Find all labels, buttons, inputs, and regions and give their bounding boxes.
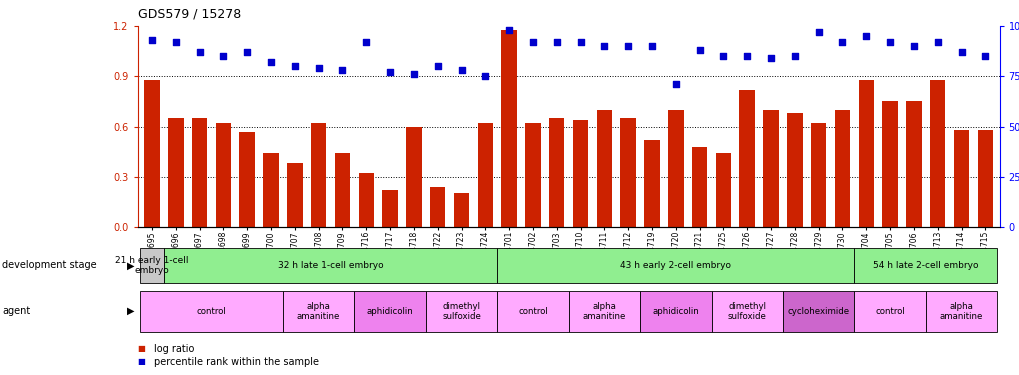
Bar	[311, 123, 326, 227]
Bar	[192, 118, 207, 227]
Text: dimethyl
sulfoxide: dimethyl sulfoxide	[441, 302, 481, 321]
Text: ▶: ▶	[127, 260, 135, 270]
Text: alpha
amanitine: alpha amanitine	[938, 302, 982, 321]
Point	[976, 53, 993, 59]
Bar	[596, 110, 611, 227]
Point	[881, 39, 898, 45]
Text: agent: agent	[2, 306, 31, 316]
Bar	[834, 110, 850, 227]
Point	[192, 50, 208, 55]
Point	[524, 39, 540, 45]
Point	[762, 56, 779, 62]
Bar	[787, 113, 802, 227]
Point	[810, 29, 826, 35]
Point	[643, 44, 659, 50]
Text: 54 h late 2-cell embryo: 54 h late 2-cell embryo	[872, 261, 977, 270]
Text: ■: ■	[138, 357, 146, 366]
Bar	[477, 123, 492, 227]
Bar	[286, 164, 303, 227]
Point	[928, 39, 945, 45]
Point	[238, 50, 255, 55]
Bar	[359, 173, 374, 227]
Point	[406, 71, 422, 77]
Point	[334, 68, 351, 74]
Bar	[239, 132, 255, 227]
Point	[691, 47, 707, 53]
Bar	[905, 102, 921, 227]
Point	[215, 53, 231, 59]
Point	[620, 44, 636, 50]
Point	[500, 27, 517, 33]
Point	[667, 81, 684, 87]
Text: log ratio: log ratio	[154, 344, 195, 354]
Text: 43 h early 2-cell embryo: 43 h early 2-cell embryo	[620, 261, 731, 270]
Text: control: control	[197, 307, 226, 316]
Text: cycloheximide: cycloheximide	[787, 307, 849, 316]
Point	[857, 33, 873, 39]
Bar	[430, 187, 445, 227]
Text: ▶: ▶	[127, 306, 135, 316]
Bar	[406, 127, 421, 227]
Bar	[620, 118, 635, 227]
Bar	[881, 102, 897, 227]
Point	[144, 37, 160, 43]
Bar	[263, 153, 278, 227]
Bar	[739, 90, 754, 227]
Point	[834, 39, 850, 45]
Bar	[215, 123, 231, 227]
Bar	[715, 153, 731, 227]
Point	[953, 50, 969, 55]
Bar	[953, 130, 968, 227]
Text: dimethyl
sulfoxide: dimethyl sulfoxide	[728, 302, 766, 321]
Bar	[525, 123, 540, 227]
Point	[739, 53, 755, 59]
Bar	[168, 118, 183, 227]
Bar	[762, 110, 777, 227]
Point	[714, 53, 731, 59]
Bar	[976, 130, 993, 227]
Bar	[691, 147, 706, 227]
Text: alpha
amanitine: alpha amanitine	[582, 302, 626, 321]
Bar	[144, 80, 160, 227]
Bar	[810, 123, 825, 227]
Point	[905, 44, 921, 50]
Point	[452, 68, 469, 74]
Bar	[644, 140, 659, 227]
Point	[358, 39, 374, 45]
Bar	[573, 120, 588, 227]
Bar	[382, 190, 397, 227]
Text: GDS579 / 15278: GDS579 / 15278	[138, 8, 240, 21]
Bar	[501, 30, 517, 227]
Bar	[548, 118, 564, 227]
Point	[572, 39, 588, 45]
Point	[477, 74, 493, 80]
Point	[263, 59, 279, 65]
Point	[167, 39, 183, 45]
Text: aphidicolin: aphidicolin	[652, 307, 698, 316]
Point	[786, 53, 802, 59]
Bar	[667, 110, 683, 227]
Text: development stage: development stage	[2, 260, 97, 270]
Text: ■: ■	[138, 344, 146, 353]
Text: 21 h early 1-cell
embryo: 21 h early 1-cell embryo	[115, 256, 189, 275]
Text: control: control	[874, 307, 904, 316]
Bar	[929, 80, 945, 227]
Text: aphidicolin: aphidicolin	[367, 307, 413, 316]
Point	[381, 69, 397, 75]
Text: alpha
amanitine: alpha amanitine	[297, 302, 340, 321]
Point	[310, 65, 326, 71]
Text: percentile rank within the sample: percentile rank within the sample	[154, 357, 319, 367]
Point	[429, 63, 445, 69]
Bar	[453, 194, 469, 227]
Text: 32 h late 1-cell embryo: 32 h late 1-cell embryo	[277, 261, 383, 270]
Bar	[858, 80, 873, 227]
Point	[596, 44, 612, 50]
Bar	[334, 153, 350, 227]
Text: control: control	[518, 307, 547, 316]
Point	[286, 63, 303, 69]
Point	[548, 39, 565, 45]
